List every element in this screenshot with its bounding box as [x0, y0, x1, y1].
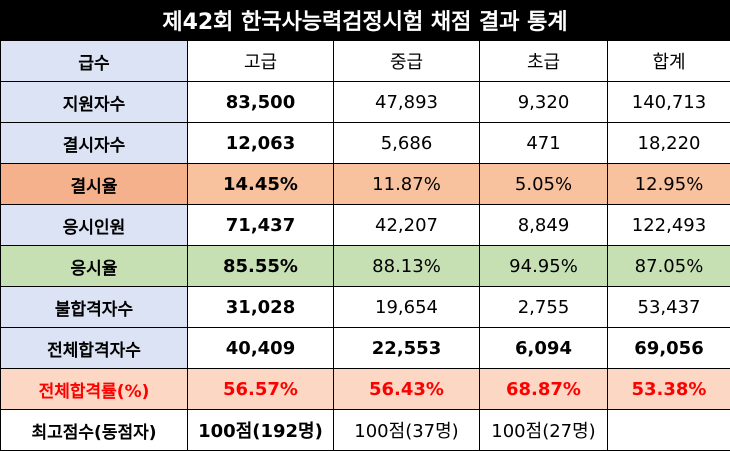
table-cell: 12.95%: [608, 164, 730, 205]
table-cell: 68.87%: [480, 369, 608, 410]
row-label: 불합격자수: [1, 287, 188, 328]
table-cell: 56.57%: [188, 369, 334, 410]
table-cell: 87.05%: [608, 246, 730, 287]
table-cell: 8,849: [480, 205, 608, 246]
header-cell-advanced: 고급: [188, 41, 334, 82]
table-cell: 88.13%: [334, 246, 480, 287]
table-title: 제42회 한국사능력검정시험 채점 결과 통계: [0, 0, 730, 40]
table-cell: 83,500: [188, 82, 334, 123]
table-cell: 100점(27명): [480, 410, 608, 451]
header-cell-grade: 급수: [1, 41, 188, 82]
row-label: 결시율: [1, 164, 188, 205]
table-row-absence-rate: 결시율 14.45% 11.87% 5.05% 12.95%: [1, 164, 730, 205]
table-cell: 42,207: [334, 205, 480, 246]
row-label: 응시율: [1, 246, 188, 287]
row-label: 전체합격자수: [1, 328, 188, 369]
table-row-top-score: 최고점수(동점자) 100점(192명) 100점(37명) 100점(27명): [1, 410, 730, 451]
table-cell: 71,437: [188, 205, 334, 246]
table-row-failed: 불합격자수 31,028 19,654 2,755 53,437: [1, 287, 730, 328]
table-cell: 94.95%: [480, 246, 608, 287]
table-cell: 56.43%: [334, 369, 480, 410]
table-cell: 53.38%: [608, 369, 730, 410]
table-cell: 5,686: [334, 123, 480, 164]
table-row-absentees: 결시자수 12,063 5,686 471 18,220: [1, 123, 730, 164]
table-cell: 2,755: [480, 287, 608, 328]
table-cell: 19,654: [334, 287, 480, 328]
row-label: 결시자수: [1, 123, 188, 164]
row-label: 응시인원: [1, 205, 188, 246]
table-row-applicants: 지원자수 83,500 47,893 9,320 140,713: [1, 82, 730, 123]
table-row-attendance-rate: 응시율 85.55% 88.13% 94.95% 87.05%: [1, 246, 730, 287]
table-cell: 31,028: [188, 287, 334, 328]
header-cell-intermediate: 중급: [334, 41, 480, 82]
row-label: 지원자수: [1, 82, 188, 123]
table-row-examinees: 응시인원 71,437 42,207 8,849 122,493: [1, 205, 730, 246]
table-cell: 22,553: [334, 328, 480, 369]
table-cell: 11.87%: [334, 164, 480, 205]
table-cell: 18,220: [608, 123, 730, 164]
table-cell: 100점(37명): [334, 410, 480, 451]
table-cell: [608, 410, 730, 451]
table-cell: 47,893: [334, 82, 480, 123]
row-label: 최고점수(동점자): [1, 410, 188, 451]
stats-table-container: 제42회 한국사능력검정시험 채점 결과 통계 급수 고급 중급 초급 합계 지…: [0, 0, 730, 432]
table-cell: 53,437: [608, 287, 730, 328]
table-cell: 471: [480, 123, 608, 164]
table-cell: 40,409: [188, 328, 334, 369]
table-cell: 14.45%: [188, 164, 334, 205]
row-label: 전체합격률(%): [1, 369, 188, 410]
header-cell-total: 합계: [608, 41, 730, 82]
table-cell: 12,063: [188, 123, 334, 164]
table-row-pass-rate: 전체합격률(%) 56.57% 56.43% 68.87% 53.38%: [1, 369, 730, 410]
table-cell: 140,713: [608, 82, 730, 123]
table-cell: 69,056: [608, 328, 730, 369]
table-cell: 5.05%: [480, 164, 608, 205]
table-cell: 9,320: [480, 82, 608, 123]
table-cell: 6,094: [480, 328, 608, 369]
table-cell: 85.55%: [188, 246, 334, 287]
header-cell-basic: 초급: [480, 41, 608, 82]
stats-table: 급수 고급 중급 초급 합계 지원자수 83,500 47,893 9,320 …: [0, 40, 730, 451]
table-cell: 122,493: [608, 205, 730, 246]
table-header-row: 급수 고급 중급 초급 합계: [1, 41, 730, 82]
table-row-passed: 전체합격자수 40,409 22,553 6,094 69,056: [1, 328, 730, 369]
table-cell: 100점(192명): [188, 410, 334, 451]
